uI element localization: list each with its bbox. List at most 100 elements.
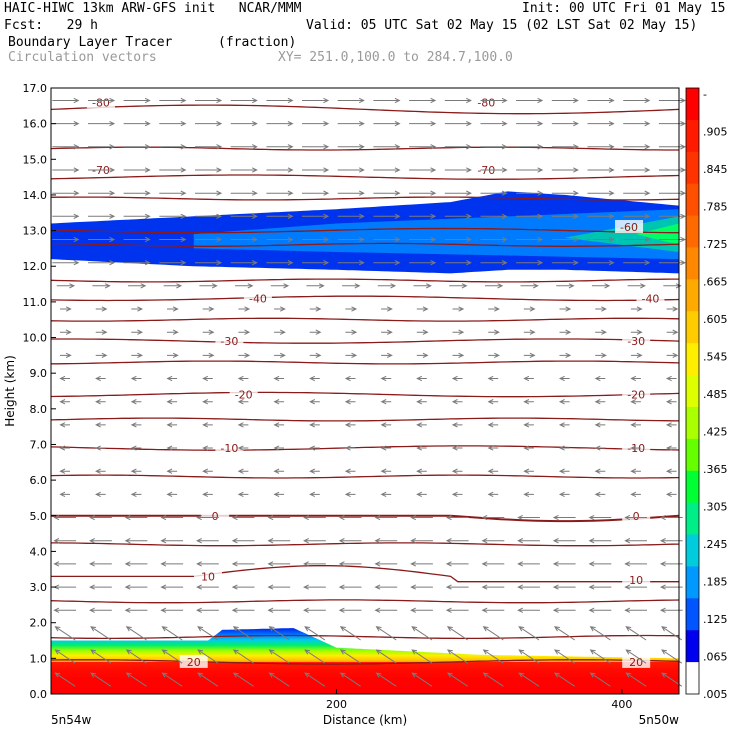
- wind-vector: [445, 514, 469, 521]
- wind-vector: [238, 329, 251, 335]
- contour-label: -40: [641, 292, 659, 305]
- wind-vector: [337, 260, 365, 266]
- wind-vector: [595, 329, 607, 335]
- wind-vector: [446, 626, 468, 641]
- wind-vector: [266, 121, 294, 127]
- wind-vector: [373, 190, 401, 196]
- wind-vector: [416, 399, 427, 405]
- wind-vector: [373, 213, 401, 219]
- contour-label-bg: [215, 441, 244, 455]
- wind-vector: [630, 329, 643, 335]
- wind-vector: [627, 283, 646, 289]
- colorbar-label: .245: [703, 538, 728, 551]
- wind-vector: [416, 422, 427, 428]
- wind-vector: [595, 352, 607, 358]
- wind-vector: [195, 213, 223, 219]
- temperature-contour: [50, 227, 679, 234]
- boundary-layer-core: [51, 661, 679, 694]
- wind-vector: [52, 213, 80, 219]
- wind-vector: [338, 607, 362, 613]
- wind-vector: [344, 445, 356, 451]
- wind-vector: [309, 375, 320, 382]
- wind-vector: [59, 422, 70, 428]
- wind-vector: [124, 584, 148, 590]
- wind-vector: [95, 491, 106, 498]
- y-tick-label: 14.0: [23, 189, 48, 202]
- wind-vector: [658, 260, 687, 266]
- wind-vector: [589, 672, 611, 687]
- wind-vector: [630, 375, 641, 382]
- wind-vector: [273, 422, 285, 428]
- wind-vector: [237, 375, 249, 382]
- colorbar-label: .185: [703, 576, 728, 589]
- wind-vector: [451, 445, 463, 451]
- wind-vector: [231, 561, 255, 567]
- wind-vector: [166, 468, 178, 474]
- x-axis-label: Distance (km): [323, 713, 407, 727]
- wind-vector: [658, 236, 687, 243]
- wind-vector: [588, 514, 612, 521]
- wind-vector: [480, 260, 508, 266]
- wind-vector: [90, 672, 112, 687]
- wind-vector: [304, 649, 326, 664]
- wind-vector: [53, 607, 77, 613]
- wind-vector: [124, 607, 148, 613]
- wind-vector: [309, 468, 320, 474]
- colorbar-swatch: [686, 406, 699, 440]
- wind-vector: [53, 584, 77, 590]
- wind-vector: [558, 445, 570, 451]
- wind-vector: [630, 468, 641, 474]
- wind-vector: [88, 236, 116, 243]
- wind-vector: [587, 167, 615, 173]
- temperature-contour: [50, 599, 680, 604]
- wind-vector: [338, 561, 362, 567]
- colorbar-swatch: [686, 375, 699, 408]
- contour-label: -80: [92, 96, 110, 109]
- wind-vector: [446, 672, 468, 687]
- wind-vector: [196, 584, 219, 590]
- header-forecast-hour: Fcst: 29 h: [4, 18, 98, 33]
- colorbar-swatch: [686, 151, 699, 185]
- wind-vector: [665, 399, 677, 405]
- wind-vector: [195, 190, 223, 196]
- colorbar-swatch: [686, 438, 699, 472]
- wind-vector: [339, 649, 361, 664]
- wind-vector: [588, 561, 612, 567]
- wind-vector: [88, 213, 116, 219]
- wind-vector: [159, 190, 187, 196]
- wind-vector: [375, 626, 397, 641]
- wind-vector: [487, 399, 499, 405]
- wind-vector: [380, 399, 392, 405]
- wind-vector: [480, 167, 508, 173]
- header-vector-field: Circulation vectors: [8, 50, 157, 65]
- wind-vector: [482, 626, 504, 641]
- y-tick-label: 16.0: [23, 118, 48, 131]
- wind-vector: [517, 584, 540, 590]
- wind-vector: [446, 649, 468, 664]
- wind-vector: [444, 144, 472, 150]
- wind-vector: [339, 672, 361, 687]
- wind-vector: [196, 607, 219, 613]
- wind-vector: [166, 445, 178, 451]
- wind-vector: [232, 649, 254, 664]
- wind-vector: [123, 213, 151, 219]
- wind-vector: [124, 514, 148, 521]
- wind-vector: [624, 538, 647, 544]
- wind-vector: [630, 445, 641, 451]
- wind-vector: [623, 236, 651, 243]
- wind-vector: [159, 121, 187, 127]
- y-tick-label: 2.0: [30, 617, 48, 630]
- wind-vector: [481, 538, 505, 544]
- wind-vector: [666, 352, 679, 358]
- contour-label: 10: [201, 570, 215, 583]
- wind-vector: [302, 260, 330, 266]
- wind-vector: [130, 399, 142, 405]
- y-tick-label: 13.0: [23, 225, 48, 238]
- contour-label: -10: [220, 442, 238, 455]
- wind-vector: [411, 649, 433, 664]
- wind-vector: [587, 144, 615, 150]
- contour-label-bg: [86, 162, 115, 176]
- wind-vector: [159, 213, 187, 219]
- wind-vector: [665, 422, 677, 428]
- contour-label-bg: [472, 95, 501, 109]
